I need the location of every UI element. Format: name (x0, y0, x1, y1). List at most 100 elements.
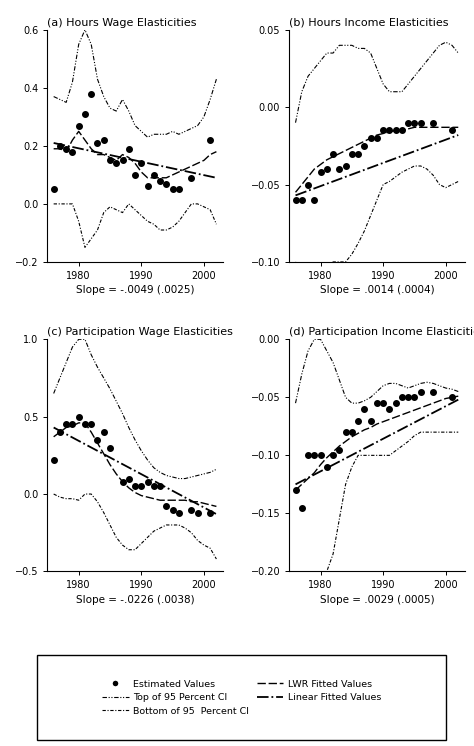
Point (367, 132, 374, 144)
Point (429, 386, 437, 398)
Point (188, 504, 195, 515)
Point (75, 119, 82, 131)
Point (87, 88, 95, 100)
Point (131, 480, 139, 492)
Point (317, 166, 324, 178)
Point (292, 194, 299, 206)
Point (137, 480, 145, 492)
Point (448, 392, 456, 404)
Point (69, 145, 76, 157)
Point (63, 142, 70, 154)
Point (81, 108, 89, 120)
Point (348, 148, 356, 160)
Point (342, 160, 349, 172)
Point (206, 134, 214, 146)
Point (323, 461, 330, 473)
Point (188, 172, 195, 184)
Point (323, 163, 330, 175)
Point (398, 392, 406, 404)
Point (56, 426, 64, 438)
Point (106, 442, 114, 454)
Point (100, 134, 108, 146)
Point (194, 507, 201, 518)
Point (144, 476, 151, 488)
Point (373, 397, 381, 409)
Point (150, 169, 157, 181)
Point (175, 507, 182, 518)
Point (163, 178, 170, 189)
X-axis label: Slope = -.0226 (.0038): Slope = -.0226 (.0038) (76, 595, 194, 604)
Point (410, 392, 418, 404)
Point (417, 116, 425, 128)
Point (361, 403, 368, 415)
Point (118, 154, 126, 166)
Point (163, 501, 170, 513)
Point (137, 157, 145, 169)
Point (367, 415, 374, 427)
X-axis label: Slope = .0029 (.0005): Slope = .0029 (.0005) (319, 595, 434, 604)
Point (131, 169, 139, 181)
Point (410, 116, 418, 128)
Point (304, 449, 312, 461)
Point (336, 444, 343, 456)
Point (63, 419, 70, 430)
Point (56, 140, 64, 152)
Point (75, 411, 82, 423)
Point (448, 125, 456, 137)
Point (175, 184, 182, 195)
Point (292, 484, 299, 496)
Point (169, 184, 176, 195)
Text: (d) Participation Income Elasticities: (d) Participation Income Elasticities (289, 327, 474, 337)
Point (106, 154, 114, 166)
Point (404, 392, 412, 404)
Point (298, 501, 306, 513)
Point (125, 473, 133, 485)
Point (50, 184, 57, 195)
Point (156, 175, 164, 186)
Point (429, 116, 437, 128)
Point (342, 426, 349, 438)
Point (417, 386, 425, 398)
Point (392, 125, 400, 137)
Point (150, 480, 157, 492)
Point (317, 449, 324, 461)
Point (87, 419, 95, 430)
Point (355, 148, 362, 160)
Point (329, 148, 337, 160)
Legend: Estimated Values, Top of 95 Percent CI, Bottom of 95  Percent CI, LWR Fitted Val: Estimated Values, Top of 95 Percent CI, … (98, 675, 385, 720)
Point (169, 504, 176, 515)
Point (379, 397, 387, 409)
Point (404, 116, 412, 128)
Point (94, 137, 101, 149)
Point (398, 125, 406, 137)
X-axis label: Slope = .0014 (.0004): Slope = .0014 (.0004) (319, 285, 434, 295)
Point (386, 125, 393, 137)
Point (392, 397, 400, 409)
Point (361, 140, 368, 152)
Point (144, 181, 151, 192)
Point (386, 403, 393, 415)
Point (298, 194, 306, 206)
Point (336, 163, 343, 175)
Point (348, 426, 356, 438)
Text: (c) Participation Wage Elasticities: (c) Participation Wage Elasticities (47, 327, 233, 337)
Point (310, 194, 318, 206)
FancyBboxPatch shape (37, 654, 446, 741)
Point (304, 178, 312, 190)
Point (50, 454, 57, 466)
Point (94, 434, 101, 446)
Point (329, 449, 337, 461)
Point (69, 419, 76, 430)
Point (125, 142, 133, 154)
Text: (a) Hours Wage Elasticities: (a) Hours Wage Elasticities (47, 18, 197, 28)
Point (112, 157, 120, 169)
Point (310, 449, 318, 461)
X-axis label: Slope = -.0049 (.0025): Slope = -.0049 (.0025) (76, 285, 194, 295)
Point (206, 507, 214, 518)
Point (373, 132, 381, 144)
Point (118, 476, 126, 488)
Point (355, 415, 362, 427)
Point (100, 426, 108, 438)
Point (379, 125, 387, 137)
Point (156, 480, 164, 492)
